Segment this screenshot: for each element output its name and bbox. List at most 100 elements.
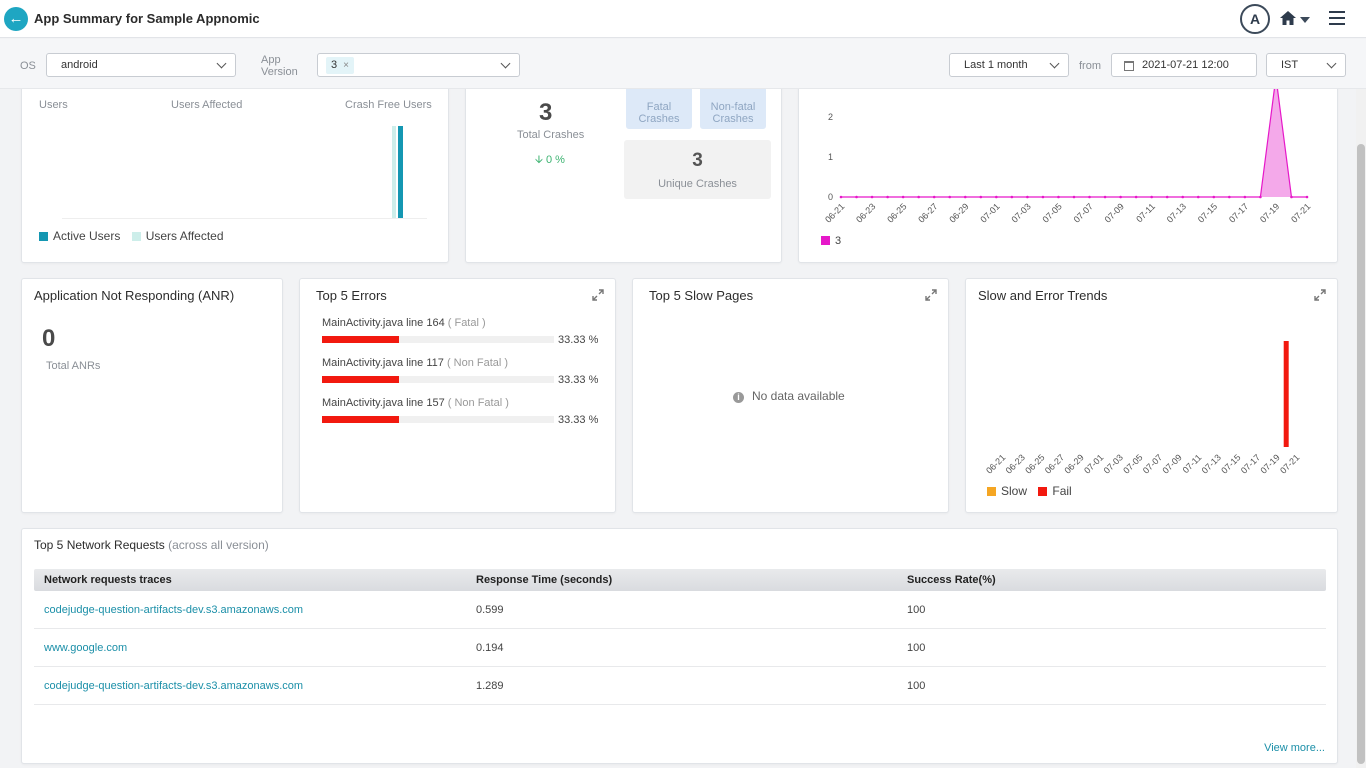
x-tick-label: 06-25 — [885, 201, 908, 224]
expand-icon[interactable] — [592, 289, 604, 301]
table-header: Network requests traces Response Time (s… — [34, 569, 1326, 591]
column-header-success-rate[interactable]: Success Rate(%) — [907, 574, 996, 586]
data-point[interactable] — [1119, 195, 1122, 199]
x-tick-label: 07-21 — [1289, 201, 1312, 224]
data-point[interactable] — [1072, 195, 1076, 199]
data-point[interactable] — [1057, 195, 1060, 199]
unique-crashes-tile[interactable]: 3 Unique Crashes — [624, 140, 771, 199]
data-point[interactable] — [886, 195, 889, 199]
error-progress-track — [322, 336, 554, 343]
user-avatar[interactable]: A — [1240, 4, 1270, 34]
data-point[interactable] — [901, 195, 905, 199]
data-point[interactable] — [1259, 195, 1262, 199]
data-point[interactable] — [1305, 195, 1309, 199]
crash-trend-legend[interactable]: 3 — [821, 235, 841, 247]
unique-crashes-label: Unique Crashes — [658, 178, 737, 190]
data-point[interactable] — [1150, 195, 1153, 199]
error-progress-track — [322, 376, 554, 383]
top-errors-title: Top 5 Errors — [316, 288, 387, 303]
legend-slow[interactable]: Slow — [987, 484, 1027, 498]
data-point[interactable] — [1181, 195, 1185, 199]
data-point[interactable] — [1212, 195, 1216, 199]
data-point[interactable] — [963, 195, 967, 199]
table-row: codejudge-question-artifacts-dev.s3.amaz… — [34, 667, 1326, 705]
data-point[interactable] — [1026, 195, 1029, 199]
view-more-link[interactable]: View more... — [1264, 742, 1325, 754]
os-label: OS — [20, 60, 36, 72]
from-date-value: 2021-07-21 12:00 — [1142, 59, 1229, 71]
error-item[interactable]: MainActivity.java line 164 ( Fatal ) 33.3… — [322, 317, 602, 346]
x-tick-label: 06-23 — [1004, 452, 1027, 475]
expand-icon[interactable] — [1314, 289, 1326, 301]
legend-fail[interactable]: Fail — [1038, 484, 1072, 498]
error-progress-fill — [322, 336, 400, 343]
x-tick-label: 07-07 — [1141, 452, 1164, 475]
home-icon[interactable] — [1280, 11, 1296, 25]
timezone-select[interactable]: IST — [1266, 53, 1346, 77]
os-select[interactable]: android — [46, 53, 236, 77]
x-tick-label: 07-03 — [1009, 201, 1032, 224]
home-chevron-down-icon[interactable] — [1300, 17, 1310, 23]
users-legend: Active Users Users Affected — [39, 229, 224, 243]
data-point[interactable] — [1196, 195, 1200, 199]
data-point[interactable] — [1041, 195, 1045, 199]
data-point[interactable] — [1165, 195, 1169, 199]
data-point[interactable] — [948, 195, 952, 199]
data-point[interactable] — [1010, 195, 1014, 199]
top-errors-card: Top 5 Errors MainActivity.java line 164 … — [299, 278, 616, 513]
error-item[interactable]: MainActivity.java line 117 ( Non Fatal )… — [322, 357, 602, 386]
response-time-cell: 0.599 — [476, 604, 504, 616]
crash-trend-chart: 0 1 2 06-21 06-23 06-25 06-27 06-29 07-01 07-03 07… — [823, 75, 1312, 225]
hamburger-menu-icon[interactable] — [1329, 11, 1345, 25]
legend-active-users[interactable]: Active Users — [39, 229, 120, 243]
trend-bar[interactable] — [1283, 341, 1289, 447]
chevron-down-icon — [500, 58, 511, 69]
expand-icon[interactable] — [925, 289, 937, 301]
data-point[interactable] — [1290, 195, 1293, 199]
column-header-trace[interactable]: Network requests traces — [44, 574, 172, 586]
x-tick-label: 06-25 — [1023, 452, 1046, 475]
back-arrow-icon[interactable]: ← — [4, 7, 28, 31]
from-date-input[interactable]: 2021-07-21 12:00 — [1111, 53, 1257, 77]
app-version-select[interactable]: 3 × — [317, 53, 520, 77]
data-point[interactable] — [917, 195, 920, 199]
data-point[interactable] — [1243, 195, 1247, 199]
data-point[interactable] — [1103, 195, 1107, 199]
slow-pages-title: Top 5 Slow Pages — [649, 288, 754, 303]
app-version-label: App Version — [261, 54, 298, 78]
chevron-down-icon — [216, 58, 227, 69]
users-affected-label: Users Affected — [171, 99, 243, 111]
top-bar: ← App Summary for Sample Appnomic A — [0, 0, 1366, 38]
total-anrs-value: 0 — [42, 325, 56, 352]
data-point[interactable] — [870, 195, 874, 199]
error-name: MainActivity.java line 157 ( Non Fatal ) — [322, 397, 509, 409]
x-tick-label: 07-01 — [1082, 452, 1105, 475]
data-point[interactable] — [855, 195, 858, 199]
y-tick-label: 0 — [828, 192, 833, 202]
data-point[interactable] — [1228, 195, 1231, 199]
trace-link[interactable]: www.google.com — [44, 642, 128, 654]
scrollbar-thumb[interactable] — [1357, 144, 1365, 764]
series-area — [841, 77, 1307, 197]
x-tick-label: 07-05 — [1041, 201, 1064, 224]
data-point[interactable] — [979, 195, 983, 199]
series-line — [841, 76, 1307, 198]
error-item[interactable]: MainActivity.java line 157 ( Non Fatal )… — [322, 397, 602, 426]
data-point[interactable] — [1088, 195, 1091, 199]
data-point[interactable] — [932, 195, 936, 199]
total-crashes-value: 3 — [539, 99, 553, 126]
tag-remove-icon[interactable]: × — [343, 60, 349, 71]
column-header-response-time[interactable]: Response Time (seconds) — [476, 574, 613, 586]
trace-link[interactable]: codejudge-question-artifacts-dev.s3.amaz… — [44, 680, 304, 692]
data-point[interactable] — [1134, 195, 1138, 199]
x-tick-label: 07-19 — [1258, 452, 1281, 475]
users-affected-bar — [392, 126, 396, 218]
unique-crashes-value: 3 — [692, 150, 703, 171]
data-point[interactable] — [995, 195, 998, 199]
legend-users-affected[interactable]: Users Affected — [131, 229, 224, 243]
time-range-select[interactable]: Last 1 month — [949, 53, 1069, 77]
x-tick-label: 07-19 — [1258, 201, 1281, 224]
trace-link[interactable]: codejudge-question-artifacts-dev.s3.amaz… — [44, 604, 304, 616]
data-point[interactable] — [839, 195, 843, 199]
slow-error-trends-title: Slow and Error Trends — [978, 288, 1108, 303]
